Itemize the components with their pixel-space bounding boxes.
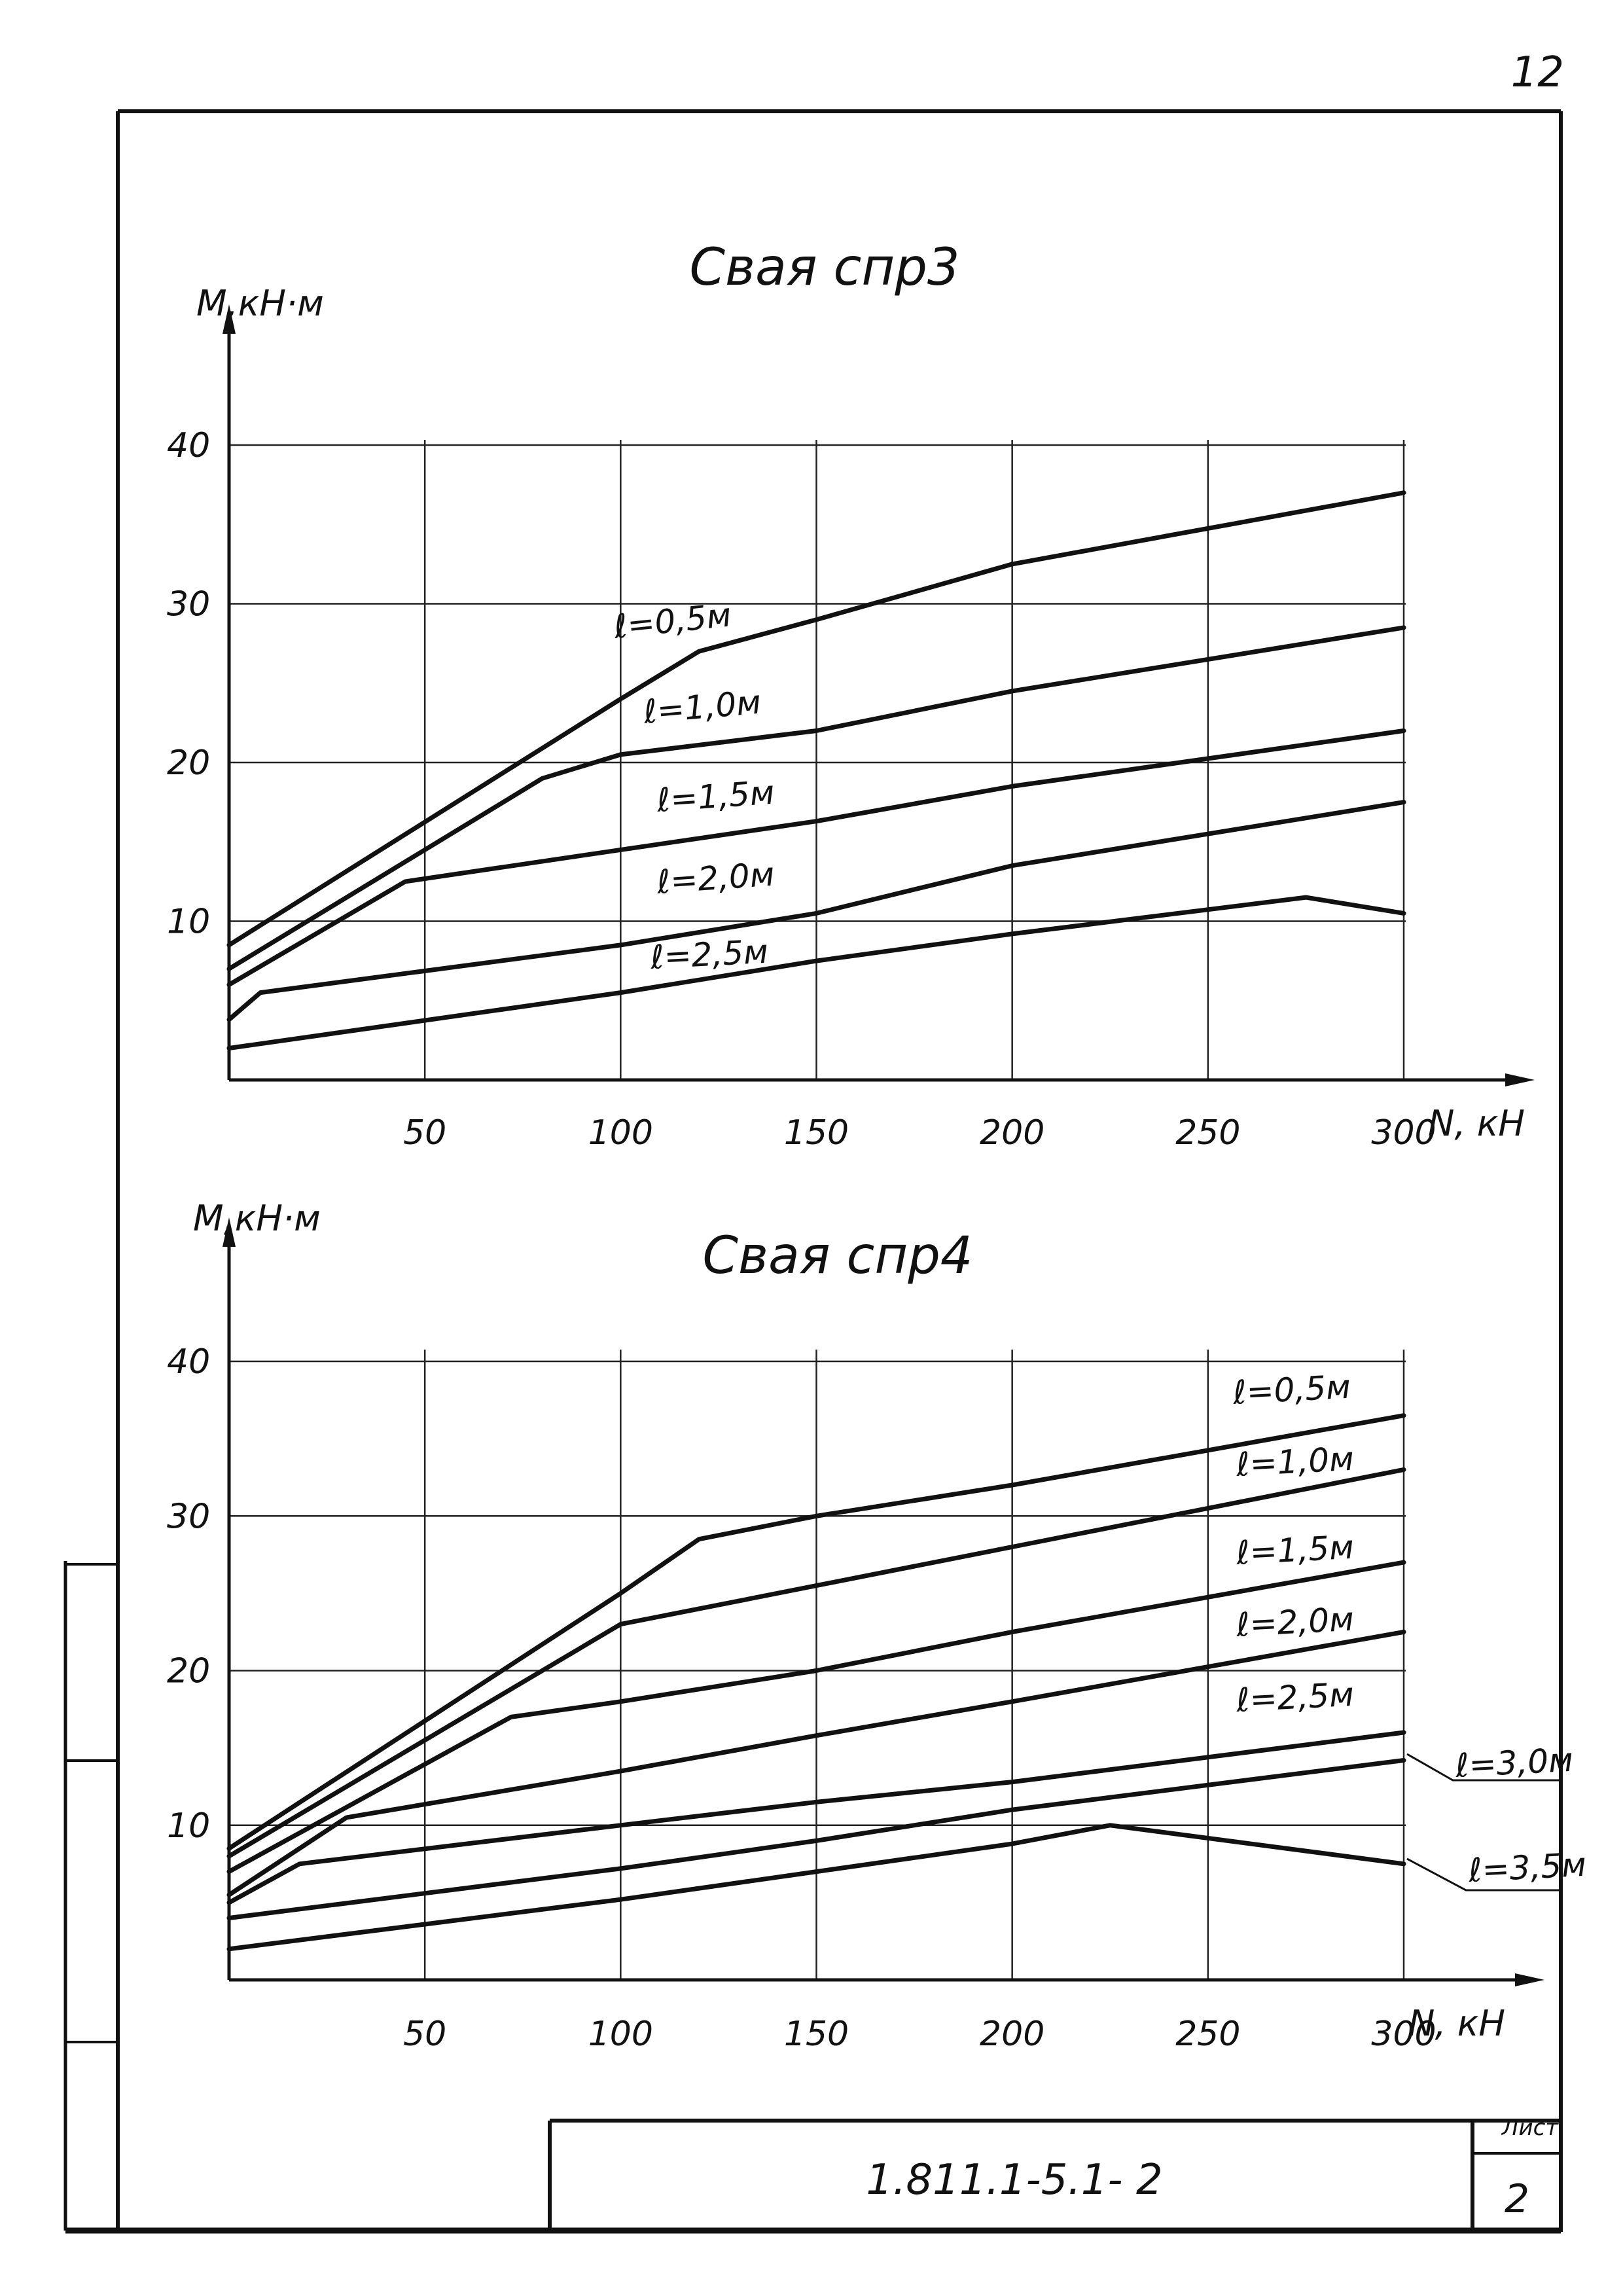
x-tick-label: 100 [588, 1113, 653, 1153]
series-line [226, 625, 1406, 971]
series-label: ℓ=2,5м [649, 933, 770, 977]
label-leader-line [1406, 1753, 1561, 1782]
series-label: ℓ=2,5м [1235, 1676, 1355, 1719]
x-axis-arrow [1505, 1073, 1535, 1086]
series-line [226, 1560, 1406, 1874]
chart-title: Свая спр3 [690, 238, 960, 297]
y-tick-label: 30 [167, 1497, 210, 1536]
series-label: ℓ=2,0м [1235, 1600, 1355, 1644]
label-leader-line [1406, 1857, 1561, 1892]
y-axis-label: М,кН·м [193, 1198, 321, 1239]
y-tick-label: 10 [167, 1806, 210, 1846]
x-tick-label: 250 [1175, 2015, 1240, 2054]
x-tick-label: 50 [403, 2015, 446, 2054]
series-label: ℓ=3,0м [1454, 1741, 1575, 1785]
series-line [226, 895, 1406, 1050]
y-tick-label: 20 [167, 744, 210, 783]
series-line [226, 1730, 1406, 1905]
y-axis-arrow [223, 304, 236, 334]
page-number: 12 [1511, 48, 1564, 97]
x-tick-label: 50 [403, 1113, 446, 1153]
series-label: ℓ=0,5м [1232, 1368, 1352, 1412]
series-label: ℓ=1,5м [655, 774, 776, 819]
series-label: ℓ=1,0м [1235, 1440, 1355, 1484]
x-tick-label: 300 [1371, 2015, 1436, 2054]
series-line [226, 728, 1406, 987]
x-axis-label: N, кН [1408, 2003, 1505, 2044]
chart-title: Свая спр4 [703, 1227, 973, 1285]
x-tick-label: 150 [784, 2015, 849, 2054]
x-tick-label: 200 [980, 1113, 1044, 1153]
y-tick-label: 20 [167, 1652, 210, 1691]
y-tick-label: 40 [167, 1342, 210, 1382]
x-tick-label: 100 [588, 2015, 653, 2054]
x-axis-arrow [1515, 1973, 1544, 1986]
x-tick-label: 250 [1175, 1113, 1240, 1153]
stamp-code: 1.811.1-5.1- 2 [866, 2156, 1162, 2204]
y-tick-label: 30 [167, 585, 210, 624]
x-tick-label: 200 [980, 2015, 1044, 2054]
y-axis-arrow [223, 1217, 236, 1247]
series-line [226, 1413, 1406, 1851]
x-axis-label: N, кН [1428, 1103, 1525, 1144]
series-label: ℓ=2,0м [655, 855, 776, 901]
series-line [226, 1823, 1406, 1952]
series-label: ℓ=1,0м [641, 683, 762, 732]
y-axis-label: М,кН·м [196, 283, 324, 324]
stamp-sheet-number: 2 [1505, 2176, 1529, 2222]
y-tick-label: 10 [167, 903, 210, 942]
chart-svaya-spr3: 50 100 150 200 250 300 10 20 30 40 Свая спр3 М,кН·м… [167, 238, 1535, 1153]
x-tick-label: 300 [1371, 1113, 1436, 1153]
series-line [226, 490, 1406, 948]
chart-svaya-spr4: 50 100 150 200 250 300 10 20 30 40 Свая спр4 М,кН·м… [167, 1198, 1587, 2054]
series-line [226, 1758, 1406, 1920]
sheet-frame [63, 109, 1563, 2234]
title-block-stamp: 1.811.1-5.1- 2 Лист 2 [548, 2115, 1561, 2231]
series-label: ℓ=1,5м [1235, 1528, 1355, 1572]
series-line [226, 800, 1406, 1022]
series-line [226, 1467, 1406, 1859]
series-line [226, 1629, 1406, 1897]
x-tick-label: 150 [784, 1113, 849, 1153]
y-tick-label: 40 [167, 426, 210, 465]
series-label: ℓ=3,5м [1467, 1846, 1588, 1890]
